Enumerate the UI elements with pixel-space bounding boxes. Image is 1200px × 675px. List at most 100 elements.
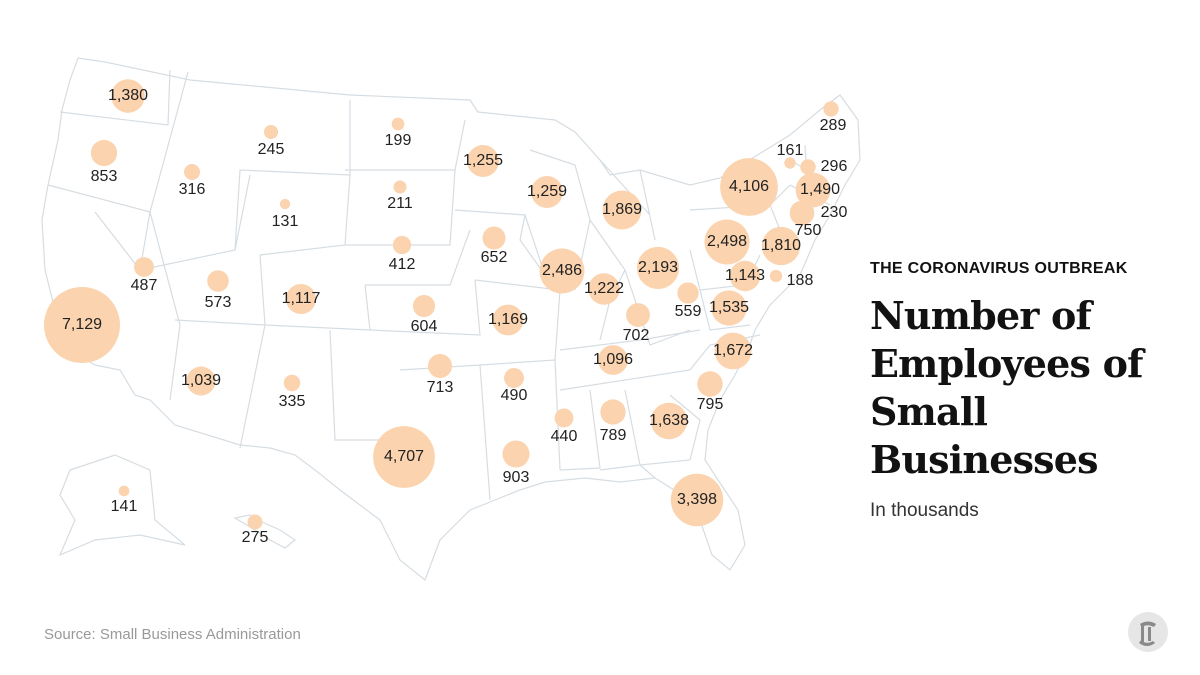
bubble-18 [482,226,506,250]
bubble-label-38: 4,106 [728,178,770,195]
bubble-label-49: 275 [241,529,269,546]
bubble-1 [90,139,118,167]
bubble-24 [602,190,642,230]
bubble-label-10: 1,117 [281,290,321,307]
bubble-label-1: 853 [90,168,118,185]
bubble-7 [134,257,154,277]
bubble-label-17: 1,255 [462,152,504,169]
bubble-10 [285,283,317,315]
bubble-label-31: 1,638 [648,412,690,429]
bubble-label-12: 604 [410,318,438,335]
bubble-29 [554,408,574,428]
bubble-label-45: 296 [820,158,848,175]
bubble-39 [761,226,801,266]
bubble-label-40: 1,143 [724,267,766,284]
bubble-23 [539,248,585,294]
bubble-44 [795,172,831,208]
bubble-14 [283,374,301,392]
bubble-label-5: 131 [271,213,299,230]
bubble-4 [391,117,405,131]
bubble-label-7: 487 [130,277,158,294]
bubble-label-9: 573 [204,294,232,311]
bubble-34 [714,332,752,370]
bubble-20 [504,368,524,388]
bubble-33 [697,371,723,397]
bubble-label-13: 1,039 [180,372,222,389]
bubble-label-39: 1,810 [760,237,802,254]
bubble-11 [392,235,412,255]
bubble-19 [492,304,524,336]
bubble-16 [373,426,435,488]
bubble-40 [729,260,761,292]
bubble-25 [588,273,620,305]
bubble-0 [111,79,145,113]
bubble-label-24: 1,869 [601,201,643,218]
bubble-label-11: 412 [388,256,416,273]
bubble-label-21: 903 [502,469,530,486]
bubble-8 [44,287,120,363]
bubble-12 [412,294,436,318]
bubble-46 [784,157,796,169]
bubble-label-14: 335 [278,393,306,410]
bubble-label-36: 1,535 [708,299,750,316]
bubble-label-3: 245 [257,141,285,158]
bubble-label-46: 161 [776,142,804,159]
bubble-3 [263,124,279,140]
source-note: Source: Small Business Administration [44,626,301,643]
bubble-37 [704,219,750,265]
bubble-47 [823,101,839,117]
bubble-label-22: 1,259 [526,183,568,200]
bubble-label-23: 2,486 [541,262,583,279]
bubble-label-19: 1,169 [487,311,529,328]
bubble-label-37: 2,498 [706,233,748,250]
bubble-9 [207,270,229,292]
bubble-42 [789,200,815,226]
nyt-t-logo-icon [1128,612,1168,652]
bubble-label-28: 1,096 [592,351,634,368]
bubbles-layer [44,79,839,530]
subtitle: In thousands [870,500,979,521]
bubble-15 [427,353,453,379]
bubble-label-33: 795 [696,396,724,413]
bubble-label-25: 1,222 [583,280,625,297]
bubble-48 [118,485,130,497]
bubble-49 [247,514,263,530]
bubble-label-35: 559 [674,303,702,320]
bubble-label-2: 316 [178,181,206,198]
bubble-label-16: 4,707 [383,448,425,465]
bubble-13 [186,366,216,396]
bubble-5 [279,198,291,210]
bubble-label-32: 3,398 [676,491,718,508]
bubble-label-20: 490 [500,387,528,404]
kicker: THE CORONAVIRUS OUTBREAK [870,260,1128,277]
bubble-45 [800,159,816,175]
bubble-36 [711,290,747,326]
bubble-label-26: 2,193 [637,259,679,276]
bubble-22 [531,176,563,208]
bubble-label-29: 440 [550,428,578,445]
bubble-label-30: 789 [599,427,627,444]
bubble-41 [769,269,783,283]
bubble-label-34: 1,672 [712,342,754,359]
bubble-label-48: 141 [110,498,138,515]
bubble-label-8: 7,129 [61,316,103,333]
bubble-label-41: 188 [786,272,814,289]
bubble-17 [467,145,499,177]
bubble-label-27: 702 [622,327,650,344]
bubble-label-18: 652 [480,249,508,266]
bubble-label-44: 1,490 [799,181,841,198]
bubble-28 [598,345,628,375]
bubble-6 [393,180,407,194]
bubble-30 [600,399,626,425]
bubble-label-4: 199 [384,132,412,149]
bubble-label-0: 1,380 [107,87,149,104]
bubble-21 [502,440,530,468]
bubble-32 [670,473,724,527]
page-title: Number of Employees of Small Businesses [870,293,1143,482]
bubble-26 [636,246,680,290]
bubble-label-42: 750 [794,222,822,239]
bubble-label-6: 211 [387,195,413,212]
bubble-label-47: 289 [819,117,847,134]
